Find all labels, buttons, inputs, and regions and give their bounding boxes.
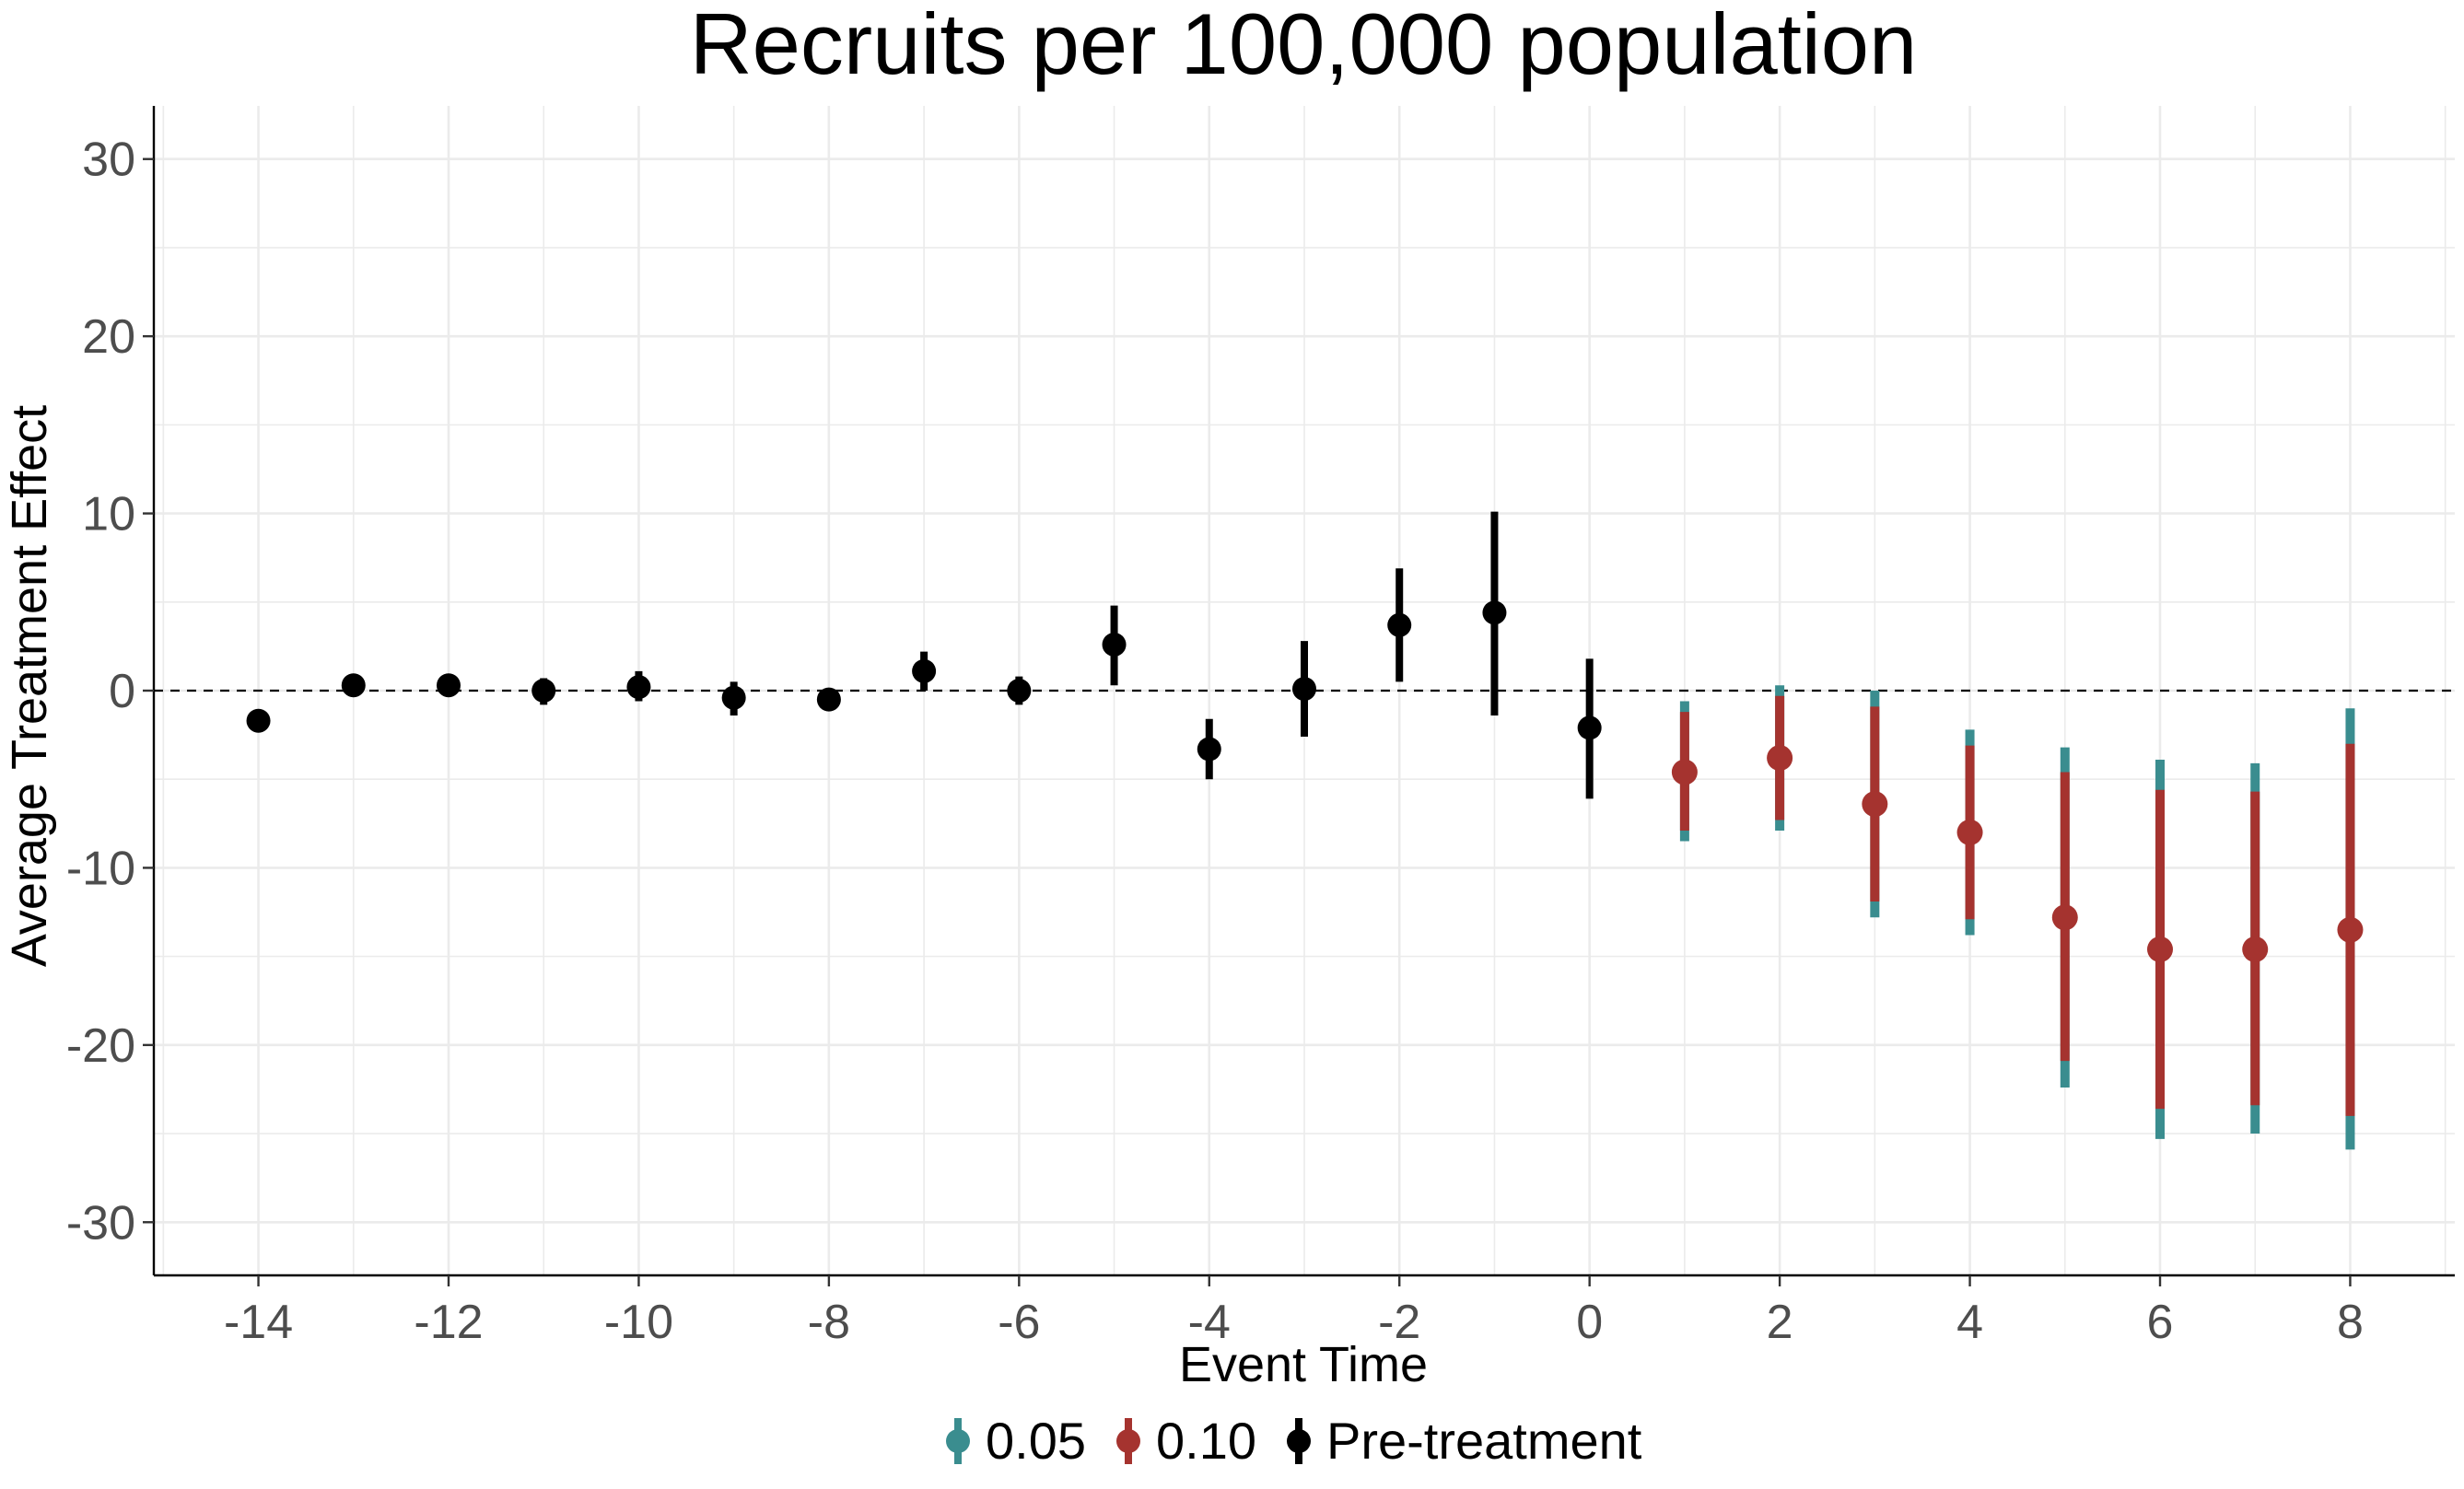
y-tick-label: -30 bbox=[66, 1196, 135, 1250]
post-treatment-point-group bbox=[2051, 747, 2078, 1088]
post-treatment-point bbox=[1767, 745, 1793, 772]
pre-treatment-point bbox=[246, 708, 271, 733]
post-treatment-point bbox=[2147, 936, 2174, 962]
legend: 0.05 0.10 Pre-treatment bbox=[946, 1412, 1642, 1470]
post-treatment-point bbox=[2337, 916, 2364, 943]
legend-entry: 0.05 bbox=[946, 1412, 1086, 1470]
pre-treatment-point bbox=[912, 658, 937, 683]
post-treatment-point-group bbox=[1862, 691, 1888, 918]
pre-treatment-point bbox=[1197, 737, 1221, 762]
pre-treatment-point-group bbox=[721, 681, 746, 715]
x-tick-label: -8 bbox=[808, 1296, 850, 1349]
y-tick-label: -20 bbox=[66, 1019, 135, 1073]
pre-treatment-point bbox=[1482, 600, 1507, 625]
pre-treatment-point-group bbox=[816, 687, 841, 712]
post-treatment-point bbox=[1956, 819, 1983, 845]
x-axis-ticks: -14 -12 -10 -8 -6 -4 -2 0 2 4 6 8 bbox=[224, 1275, 2364, 1349]
chart-title: Recruits per 100,000 population bbox=[690, 0, 1918, 92]
pre-treatment-point-group bbox=[1387, 568, 1412, 682]
post-treatment-point-group bbox=[2147, 760, 2174, 1139]
x-tick-label: -6 bbox=[998, 1296, 1040, 1349]
pre-treatment-point-group bbox=[1197, 718, 1221, 780]
pre-treatment-point-group bbox=[531, 678, 556, 705]
y-tick-label: 20 bbox=[82, 310, 135, 364]
pre-treatment-point-group bbox=[1007, 676, 1032, 705]
pre-treatment-point-group bbox=[1102, 605, 1127, 686]
x-tick-label: 8 bbox=[2337, 1296, 2364, 1349]
legend-key-point bbox=[1287, 1429, 1311, 1453]
pre-treatment-point-group bbox=[1482, 511, 1507, 715]
legend-label: 0.10 bbox=[1156, 1412, 1256, 1470]
pre-treatment-point-group bbox=[912, 651, 937, 691]
pre-treatment-point-group bbox=[626, 670, 651, 702]
pre-treatment-point bbox=[1102, 632, 1127, 657]
pre-treatment-point bbox=[1007, 679, 1032, 703]
x-tick-label: -14 bbox=[224, 1296, 293, 1349]
pre-treatment-point bbox=[626, 675, 651, 700]
pre-treatment-point-group bbox=[246, 708, 271, 733]
pre-treatment-point-group bbox=[436, 673, 461, 698]
post-treatment-point-group bbox=[2337, 708, 2364, 1150]
x-tick-label: 0 bbox=[1576, 1296, 1603, 1349]
post-treatment-point-group bbox=[1767, 685, 1793, 832]
x-tick-label: 4 bbox=[1956, 1296, 1983, 1349]
post-treatment-point-group bbox=[1956, 729, 1983, 936]
x-tick-label: -12 bbox=[414, 1296, 483, 1349]
x-tick-label: -2 bbox=[1378, 1296, 1420, 1349]
pre-treatment-point bbox=[531, 679, 556, 703]
pre-treatment-point-group bbox=[1577, 658, 1602, 799]
x-tick-label: 6 bbox=[2147, 1296, 2174, 1349]
pre-treatment-point bbox=[436, 673, 461, 698]
legend-key-point bbox=[1116, 1429, 1140, 1453]
post-treatment-point bbox=[2242, 936, 2269, 962]
y-tick-label: 30 bbox=[82, 134, 135, 187]
legend-key-point bbox=[946, 1429, 970, 1453]
y-tick-label: -10 bbox=[66, 842, 135, 895]
x-tick-label: 2 bbox=[1767, 1296, 1793, 1349]
y-axis-title: Average Treatment Effect bbox=[2, 405, 57, 967]
pre-treatment-point bbox=[721, 685, 746, 710]
data-series bbox=[246, 511, 2364, 1150]
x-tick-label: -10 bbox=[604, 1296, 673, 1349]
legend-label: Pre-treatment bbox=[1326, 1412, 1642, 1470]
pre-treatment-point bbox=[1292, 677, 1316, 702]
x-tick-label: -4 bbox=[1188, 1296, 1231, 1349]
x-axis-title: Event Time bbox=[1179, 1337, 1428, 1392]
post-treatment-point bbox=[1671, 759, 1698, 785]
y-tick-label: 0 bbox=[109, 665, 135, 718]
post-treatment-point bbox=[2051, 904, 2078, 931]
y-axis-ticks: -30 -20 -10 0 10 20 30 bbox=[66, 134, 154, 1250]
legend-entry: 0.10 bbox=[1116, 1412, 1256, 1470]
pre-treatment-point bbox=[341, 673, 366, 698]
pre-treatment-point bbox=[1577, 715, 1602, 740]
post-treatment-point bbox=[1862, 791, 1888, 818]
legend-label: 0.05 bbox=[986, 1412, 1086, 1470]
legend-entry: Pre-treatment bbox=[1287, 1412, 1642, 1470]
pre-treatment-point-group bbox=[1292, 641, 1316, 738]
post-treatment-point-group bbox=[2242, 762, 2269, 1134]
y-tick-label: 10 bbox=[82, 488, 135, 541]
pre-treatment-point-group bbox=[341, 673, 366, 698]
post-treatment-point-group bbox=[1671, 701, 1698, 842]
pre-treatment-point bbox=[1387, 612, 1412, 637]
pre-treatment-point bbox=[816, 687, 841, 712]
